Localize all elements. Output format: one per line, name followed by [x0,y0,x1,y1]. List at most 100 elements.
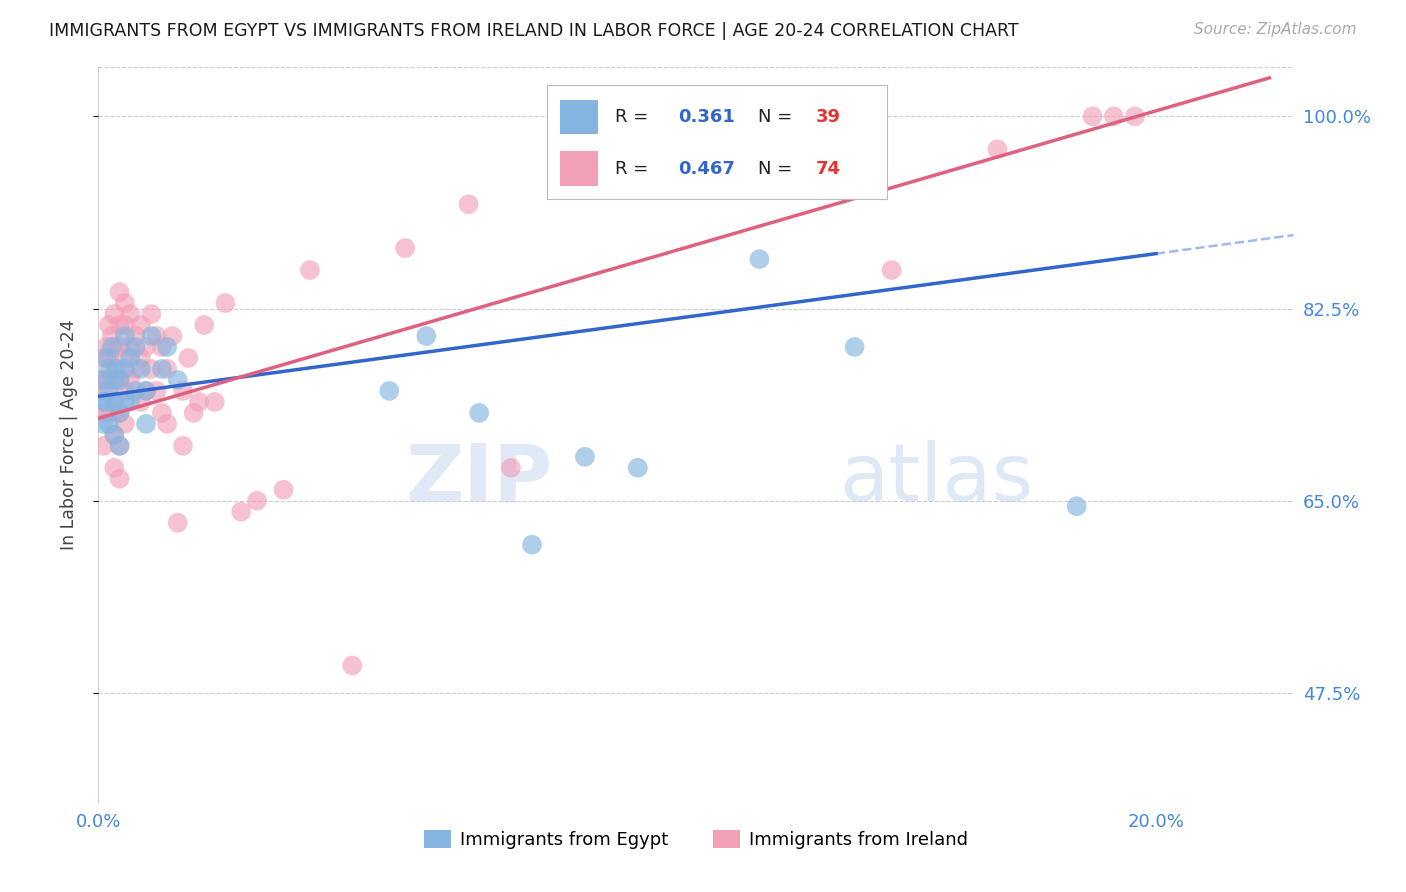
Point [100,340,122,354]
Point [98,406,121,420]
Point [844,340,866,354]
Point [880,263,903,277]
Point [105,362,128,376]
Point [129,351,152,365]
Point [150,406,173,420]
Point [114,384,136,398]
Point [231,505,253,519]
Legend: Immigrants from Egypt, Immigrants from Ireland: Immigrants from Egypt, Immigrants from I… [416,822,976,856]
Point [214,296,236,310]
Point [187,395,209,409]
Point [114,395,136,409]
Point [141,329,163,343]
Point [120,395,142,409]
Y-axis label: In Labor Force | Age 20-24: In Labor Force | Age 20-24 [59,319,77,550]
Point [1102,109,1125,123]
Point [98,384,121,398]
Point [415,329,437,343]
Point [103,395,125,409]
Point [108,406,131,420]
Point [120,307,142,321]
Point [298,263,321,277]
Point [91,373,114,387]
Text: IMMIGRANTS FROM EGYPT VS IMMIGRANTS FROM IRELAND IN LABOR FORCE | AGE 20-24 CORR: IMMIGRANTS FROM EGYPT VS IMMIGRANTS FROM… [49,22,1019,40]
Point [96,351,118,365]
Point [520,538,543,552]
Point [145,384,167,398]
Point [150,340,173,354]
Point [499,460,522,475]
Point [172,384,194,398]
Point [457,197,479,211]
Point [135,384,157,398]
Point [172,439,194,453]
Point [103,340,125,354]
Point [129,395,152,409]
Point [98,351,121,365]
Point [93,351,115,365]
Point [183,406,205,420]
Point [93,417,115,431]
Point [114,362,136,376]
Point [103,362,125,376]
Point [696,109,718,123]
Point [120,351,142,365]
Point [156,362,179,376]
Point [103,428,125,442]
Point [204,395,226,409]
Point [108,285,131,299]
Point [98,362,121,376]
Point [246,493,269,508]
Point [162,329,184,343]
Text: atlas: atlas [839,440,1033,518]
Point [108,318,131,332]
Point [108,439,131,453]
Point [468,406,491,420]
Point [145,329,167,343]
Text: Source: ZipAtlas.com: Source: ZipAtlas.com [1194,22,1357,37]
Point [108,340,131,354]
Point [93,439,115,453]
Point [124,340,146,354]
Point [177,351,200,365]
Point [378,384,401,398]
Point [166,516,188,530]
Point [114,318,136,332]
Point [574,450,596,464]
Point [93,406,115,420]
Point [103,307,125,321]
Point [96,340,118,354]
Point [166,373,188,387]
Point [96,395,118,409]
Point [627,460,650,475]
Point [108,406,131,420]
Point [103,373,125,387]
Text: ZIP: ZIP [405,440,553,518]
Point [90,373,112,387]
Point [108,373,131,387]
Point [100,329,122,343]
Point [114,329,136,343]
Point [1123,109,1146,123]
Point [658,142,681,156]
Point [124,384,146,398]
Point [108,472,131,486]
Point [103,460,125,475]
Point [150,362,173,376]
Point [120,340,142,354]
Point [562,164,585,178]
Point [394,241,416,255]
Point [114,351,136,365]
Point [748,252,770,266]
Point [114,296,136,310]
Point [98,373,121,387]
Point [108,439,131,453]
Point [120,373,142,387]
Point [124,329,146,343]
Point [193,318,215,332]
Point [98,318,121,332]
Point [1066,500,1088,514]
Point [135,417,157,431]
Point [156,340,179,354]
Point [1081,109,1104,123]
